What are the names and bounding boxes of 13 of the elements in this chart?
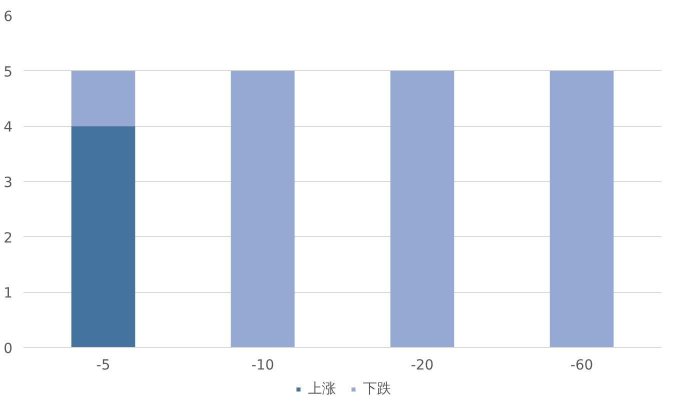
- legend-label: 上涨: [308, 380, 336, 398]
- y-tick-label: 0: [4, 341, 13, 357]
- y-tick-label: 3: [4, 175, 13, 191]
- y-tick-label: 5: [4, 64, 13, 80]
- x-tick-label: -5: [96, 358, 110, 374]
- y-tick-label: 6: [4, 9, 13, 25]
- legend-label: 下跌: [363, 380, 391, 398]
- y-tick-label: 4: [4, 120, 13, 136]
- x-tick-label: -20: [410, 358, 434, 374]
- y-tick-label: 2: [4, 230, 13, 246]
- x-tick-label: -60: [570, 358, 594, 374]
- x-tick-label: -10: [251, 358, 274, 374]
- y-tick-label: 1: [4, 286, 13, 302]
